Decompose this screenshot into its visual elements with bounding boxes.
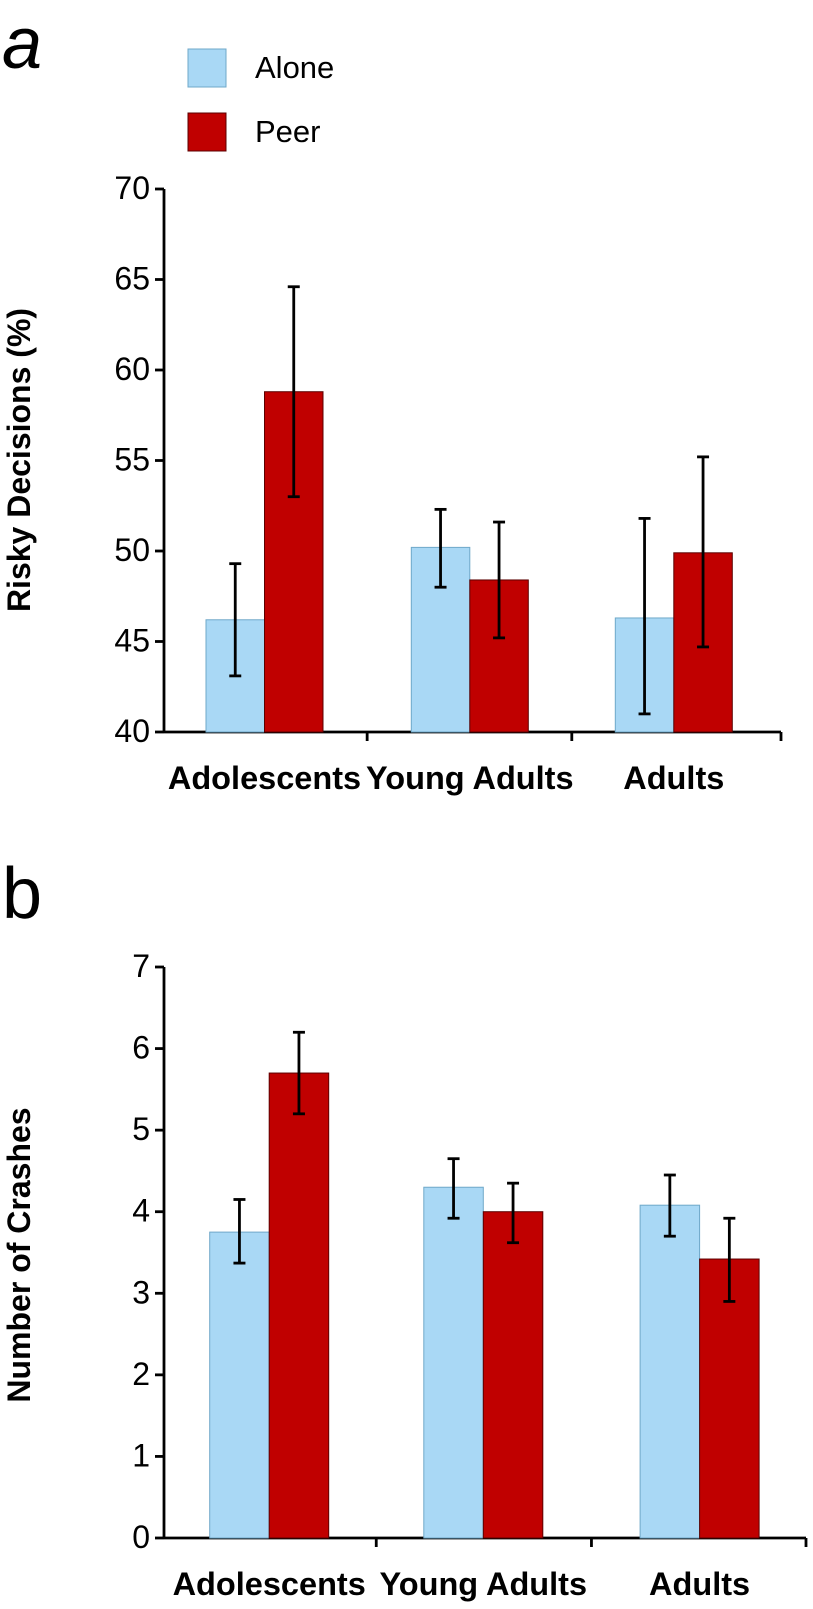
svg-text:b: b xyxy=(2,854,42,934)
svg-text:Number of Crashes: Number of Crashes xyxy=(1,1107,37,1402)
svg-text:2: 2 xyxy=(132,1356,150,1392)
svg-text:Young Adults: Young Adults xyxy=(366,760,574,796)
svg-text:Alone: Alone xyxy=(255,50,334,85)
svg-text:45: 45 xyxy=(114,623,150,659)
svg-text:60: 60 xyxy=(114,351,150,387)
svg-text:3: 3 xyxy=(132,1274,150,1310)
svg-text:6: 6 xyxy=(132,1030,150,1066)
svg-text:5: 5 xyxy=(132,1111,150,1147)
svg-text:1: 1 xyxy=(132,1437,150,1473)
svg-text:Peer: Peer xyxy=(255,114,320,149)
svg-text:50: 50 xyxy=(114,532,150,568)
svg-text:Young Adults: Young Adults xyxy=(379,1566,587,1602)
svg-text:55: 55 xyxy=(114,442,150,478)
svg-text:a: a xyxy=(2,4,42,84)
svg-text:Adults: Adults xyxy=(649,1566,750,1602)
svg-text:4: 4 xyxy=(132,1193,150,1229)
svg-text:65: 65 xyxy=(114,261,150,297)
svg-text:7: 7 xyxy=(132,948,150,984)
svg-text:Adolescents: Adolescents xyxy=(173,1566,366,1602)
svg-text:0: 0 xyxy=(132,1519,150,1555)
svg-text:Risky Decisions (%): Risky Decisions (%) xyxy=(1,308,37,612)
svg-text:Adolescents: Adolescents xyxy=(168,760,361,796)
svg-text:70: 70 xyxy=(114,170,150,206)
svg-text:40: 40 xyxy=(114,713,150,749)
svg-text:Adults: Adults xyxy=(623,760,724,796)
